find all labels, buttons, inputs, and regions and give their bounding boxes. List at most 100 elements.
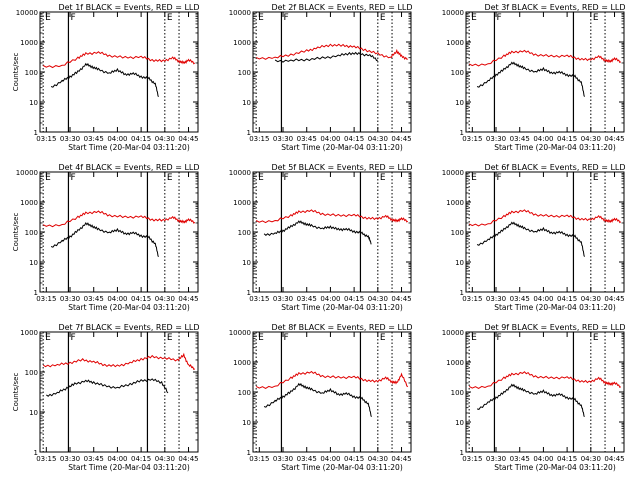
y-tick-label: 10000 bbox=[16, 9, 38, 17]
y-tick-label: 1000 bbox=[446, 39, 464, 47]
x-tick-label: 03:30 bbox=[486, 135, 506, 143]
marker-label: F bbox=[70, 333, 75, 343]
y-tick-label: 1 bbox=[34, 129, 38, 137]
series-line bbox=[476, 221, 585, 257]
series-line bbox=[46, 378, 169, 397]
x-axis-label: Start Time (20-Mar-04 03:11:20) bbox=[281, 303, 403, 312]
y-tick-label: 1000 bbox=[20, 39, 38, 47]
marker-label: F bbox=[70, 173, 75, 183]
x-tick-label: 03:45 bbox=[510, 135, 530, 143]
series-line bbox=[468, 371, 622, 389]
x-tick-label: 04:30 bbox=[368, 455, 388, 463]
plot-frame bbox=[252, 171, 412, 293]
x-tick-label: 04:45 bbox=[178, 295, 198, 303]
x-axis-label: Start Time (20-Mar-04 03:11:20) bbox=[494, 303, 616, 312]
x-tick-label: 04:30 bbox=[155, 455, 175, 463]
marker-label: F bbox=[496, 333, 501, 343]
marker-label: F bbox=[70, 13, 75, 23]
y-tick-label: 1 bbox=[34, 289, 38, 297]
marker-label: E bbox=[45, 13, 51, 23]
y-tick-label: 1000 bbox=[20, 329, 38, 337]
detector-panel: Det 6f BLACK = Events, RED = LLD 1 10 100 10… bbox=[442, 163, 626, 312]
y-tick-label: 10 bbox=[29, 259, 38, 267]
x-tick-label: 04:00 bbox=[107, 135, 127, 143]
x-tick-label: 03:45 bbox=[297, 455, 317, 463]
detector-panel: Det 7f BLACK = Events, RED = LLD 1 10 100 10… bbox=[12, 323, 200, 472]
x-tick-label: 04:45 bbox=[604, 295, 624, 303]
marker-label: F bbox=[496, 13, 501, 23]
marker-label: E bbox=[593, 13, 599, 23]
marker-label: E bbox=[380, 173, 386, 183]
detector-panel: Det 9f BLACK = Events, RED = LLD 1 10 100 10… bbox=[442, 323, 626, 472]
x-axis-label: Start Time (20-Mar-04 03:11:20) bbox=[68, 303, 190, 312]
x-tick-label: 03:30 bbox=[60, 455, 80, 463]
marker-label: E bbox=[593, 173, 599, 183]
x-tick-label: 03:15 bbox=[249, 295, 269, 303]
x-tick-label: 04:00 bbox=[533, 455, 553, 463]
plot-frame bbox=[465, 11, 625, 133]
marker-label: E bbox=[45, 333, 51, 343]
series-line bbox=[255, 370, 409, 389]
x-tick-label: 03:30 bbox=[60, 295, 80, 303]
detector-panel: Det 2f BLACK = Events, RED = LLD 1 10 100 10… bbox=[229, 3, 413, 152]
marker-label: F bbox=[283, 13, 288, 23]
y-tick-label: 10000 bbox=[229, 9, 251, 17]
y-tick-label: 10000 bbox=[229, 329, 251, 337]
y-tick-label: 10 bbox=[455, 99, 464, 107]
y-tick-label: 1000 bbox=[233, 199, 251, 207]
y-tick-label: 10 bbox=[242, 419, 251, 427]
y-tick-label: 100 bbox=[25, 229, 38, 237]
plot-frame bbox=[39, 331, 199, 453]
y-tick-label: 100 bbox=[238, 69, 251, 77]
x-tick-label: 04:15 bbox=[557, 455, 577, 463]
y-tick-label: 10 bbox=[242, 99, 251, 107]
y-tick-label: 1 bbox=[34, 449, 38, 457]
x-tick-label: 03:15 bbox=[462, 455, 482, 463]
y-tick-label: 10 bbox=[242, 259, 251, 267]
marker-label: E bbox=[258, 333, 264, 343]
marker-label: F bbox=[283, 173, 288, 183]
x-axis-label: Start Time (20-Mar-04 03:11:20) bbox=[68, 143, 190, 152]
y-tick-label: 10 bbox=[29, 409, 38, 417]
y-tick-label: 100 bbox=[451, 69, 464, 77]
x-tick-label: 04:15 bbox=[344, 295, 364, 303]
detector-panel: Det 4f BLACK = Events, RED = LLD 1 10 100 10… bbox=[12, 163, 200, 312]
marker-label: F bbox=[496, 173, 501, 183]
marker-label: E bbox=[471, 13, 477, 23]
y-tick-label: 10 bbox=[455, 419, 464, 427]
y-tick-label: 10000 bbox=[16, 169, 38, 177]
x-tick-label: 04:30 bbox=[581, 135, 601, 143]
x-tick-label: 03:15 bbox=[249, 135, 269, 143]
x-tick-label: 03:45 bbox=[510, 455, 530, 463]
x-tick-label: 03:15 bbox=[36, 295, 56, 303]
plot-frame bbox=[252, 11, 412, 133]
x-tick-label: 04:15 bbox=[344, 135, 364, 143]
detector-panel: Det 5f BLACK = Events, RED = LLD 1 10 100 10… bbox=[229, 163, 413, 312]
x-tick-label: 04:15 bbox=[557, 295, 577, 303]
x-tick-label: 03:45 bbox=[510, 295, 530, 303]
x-tick-label: 04:30 bbox=[155, 295, 175, 303]
x-tick-label: 04:45 bbox=[604, 135, 624, 143]
y-tick-label: 100 bbox=[25, 69, 38, 77]
marker-label: E bbox=[167, 13, 173, 23]
y-tick-label: 100 bbox=[238, 229, 251, 237]
series-line bbox=[255, 209, 409, 224]
series-line bbox=[42, 352, 196, 371]
y-tick-label: 1000 bbox=[20, 199, 38, 207]
y-tick-label: 1 bbox=[247, 129, 251, 137]
y-tick-label: 1 bbox=[247, 449, 251, 457]
x-tick-label: 03:30 bbox=[486, 455, 506, 463]
series-line bbox=[50, 62, 159, 97]
marker-label: E bbox=[471, 173, 477, 183]
marker-label: E bbox=[258, 173, 264, 183]
panel-title: Det 3f BLACK = Events, RED = LLD bbox=[484, 3, 625, 12]
panel-title: Det 4f BLACK = Events, RED = LLD bbox=[58, 163, 199, 172]
marker-label: F bbox=[283, 333, 288, 343]
x-tick-label: 04:15 bbox=[131, 455, 151, 463]
y-tick-label: 1 bbox=[460, 449, 464, 457]
x-tick-label: 04:45 bbox=[178, 135, 198, 143]
detector-panel: Det 8f BLACK = Events, RED = LLD 1 10 100 10… bbox=[229, 323, 413, 472]
series-line bbox=[255, 43, 408, 60]
x-tick-label: 03:45 bbox=[84, 455, 104, 463]
x-tick-label: 03:30 bbox=[273, 135, 293, 143]
